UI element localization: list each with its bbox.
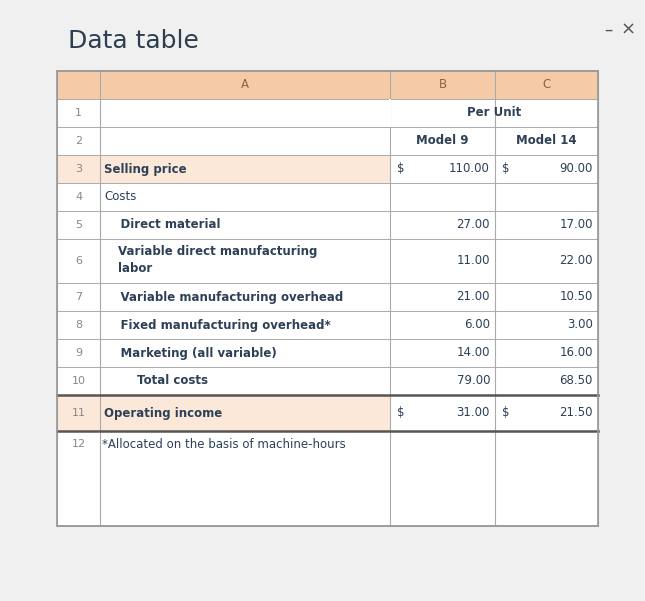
Text: Total costs: Total costs [104,374,208,388]
Text: 90.00: 90.00 [560,162,593,175]
Text: $: $ [502,162,510,175]
Bar [57,71,598,526]
Bar [100,155,390,183]
Text: 17.00: 17.00 [559,219,593,231]
Text: Direct material: Direct material [104,219,221,231]
Text: 11.00: 11.00 [457,254,490,267]
Text: $: $ [397,406,404,419]
Text: ×: × [620,21,635,39]
Text: A: A [241,79,249,91]
Text: Fixed manufacturing overhead*: Fixed manufacturing overhead* [104,319,331,332]
Text: Selling price: Selling price [104,162,186,175]
Text: 7: 7 [75,292,82,302]
Text: 68.50: 68.50 [560,374,593,388]
Text: 16.00: 16.00 [559,347,593,359]
Text: Model 14: Model 14 [516,135,577,147]
Text: Model 9: Model 9 [416,135,469,147]
Bar [100,395,390,431]
Text: 4: 4 [75,192,82,202]
Text: B: B [439,79,446,91]
Bar [57,71,598,526]
Text: labor: labor [118,261,152,275]
Text: 79.00: 79.00 [457,374,490,388]
Text: C: C [542,79,551,91]
Text: 8: 8 [75,320,82,330]
Text: 27.00: 27.00 [457,219,490,231]
Text: $: $ [397,162,404,175]
Text: Variable manufacturing overhead: Variable manufacturing overhead [104,290,343,304]
Text: 6.00: 6.00 [464,319,490,332]
Bar [57,71,598,99]
Text: 6: 6 [75,256,82,266]
Text: *Allocated on the basis of machine-hours: *Allocated on the basis of machine-hours [102,438,346,451]
Text: 3: 3 [75,164,82,174]
Text: Per Unit: Per Unit [467,106,521,120]
Bar [389,99,391,127]
Text: Costs: Costs [104,191,136,204]
Text: Variable direct manufacturing: Variable direct manufacturing [118,245,317,258]
Text: 5: 5 [75,220,82,230]
Text: –: – [604,21,612,39]
Text: 10.50: 10.50 [560,290,593,304]
Text: 10: 10 [72,376,86,386]
Text: 21.00: 21.00 [457,290,490,304]
Text: 1: 1 [75,108,82,118]
Text: Marketing (all variable): Marketing (all variable) [104,347,277,359]
Text: 2: 2 [75,136,82,146]
Text: $: $ [502,406,510,419]
Text: 21.50: 21.50 [559,406,593,419]
Bar [57,155,100,183]
Text: 14.00: 14.00 [457,347,490,359]
Text: 31.00: 31.00 [457,406,490,419]
Text: 11: 11 [72,408,86,418]
Text: 12: 12 [72,439,86,449]
Text: 3.00: 3.00 [567,319,593,332]
Bar [57,395,100,431]
Text: Data table: Data table [68,29,199,53]
Text: 110.00: 110.00 [449,162,490,175]
Text: 22.00: 22.00 [559,254,593,267]
Text: 9: 9 [75,348,82,358]
Text: Operating income: Operating income [104,406,223,419]
